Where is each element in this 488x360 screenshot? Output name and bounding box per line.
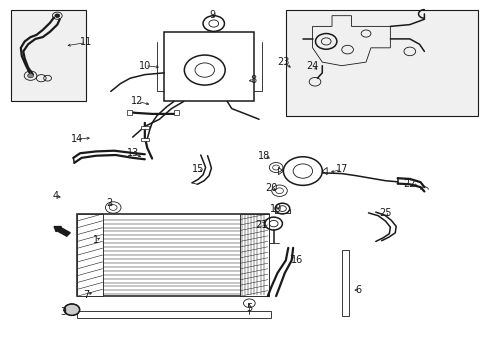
- Text: 11: 11: [80, 37, 92, 48]
- Text: 24: 24: [306, 62, 318, 71]
- Text: 17: 17: [335, 164, 347, 174]
- Text: 19: 19: [269, 204, 282, 214]
- Text: 22: 22: [403, 179, 415, 189]
- Bar: [77, 214, 268, 296]
- Circle shape: [28, 73, 33, 78]
- Bar: [141, 126, 148, 129]
- Text: 20: 20: [264, 183, 277, 193]
- Text: 5: 5: [246, 303, 252, 313]
- Text: 25: 25: [379, 208, 391, 218]
- Text: 18: 18: [257, 151, 269, 161]
- Bar: [164, 32, 254, 102]
- Circle shape: [55, 14, 60, 18]
- Text: 8: 8: [250, 75, 256, 85]
- Text: 4: 4: [53, 191, 59, 201]
- Text: 1: 1: [93, 235, 99, 245]
- Text: 13: 13: [126, 148, 139, 158]
- Bar: [285, 10, 477, 116]
- FancyArrow shape: [54, 226, 70, 236]
- Text: 21: 21: [255, 220, 267, 230]
- Bar: [77, 214, 103, 296]
- Text: 14: 14: [70, 134, 82, 144]
- Bar: [341, 249, 348, 316]
- Text: 16: 16: [290, 255, 303, 265]
- Bar: [126, 110, 131, 115]
- Text: 2: 2: [106, 198, 112, 208]
- Text: 12: 12: [131, 96, 143, 107]
- Text: 23: 23: [277, 57, 289, 67]
- Text: 7: 7: [83, 290, 89, 300]
- Bar: [239, 214, 268, 296]
- Bar: [11, 10, 86, 102]
- Bar: [77, 311, 271, 318]
- Text: 10: 10: [139, 61, 151, 71]
- Text: 9: 9: [209, 10, 216, 20]
- Bar: [141, 138, 148, 141]
- Text: 15: 15: [192, 164, 204, 174]
- Bar: [174, 110, 179, 115]
- Circle shape: [64, 304, 80, 315]
- Text: 3: 3: [61, 307, 66, 317]
- Text: 6: 6: [355, 285, 361, 295]
